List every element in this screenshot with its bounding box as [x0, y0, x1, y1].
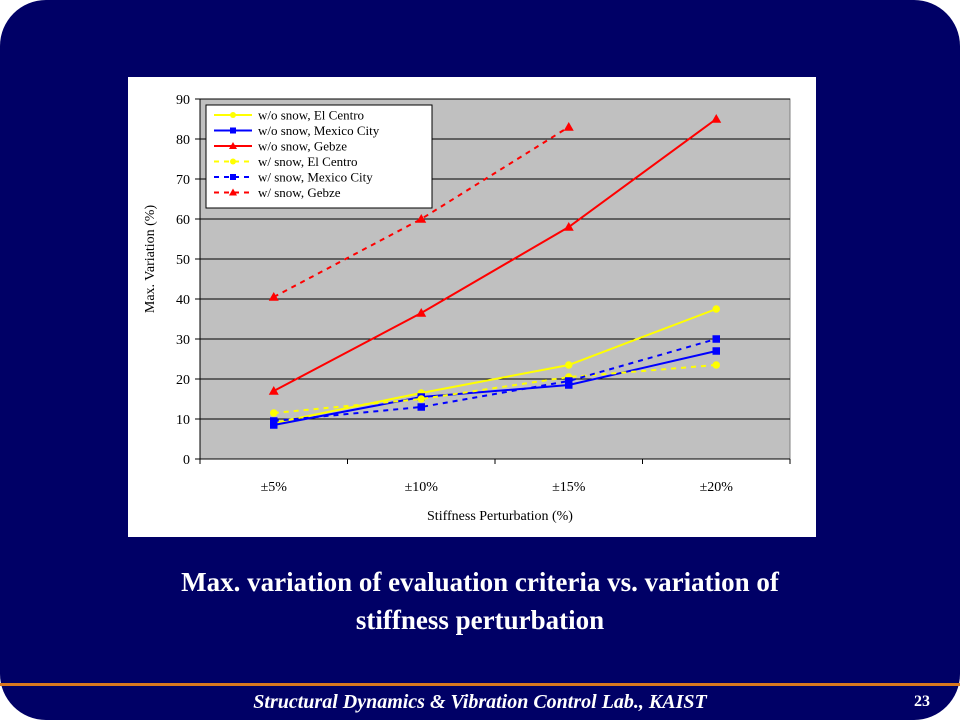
footer-lab-name: Structural Dynamics & Vibration Control …: [253, 691, 707, 713]
data-point: [417, 403, 425, 411]
x-tick-label: ±10%: [405, 480, 439, 495]
y-tick-label: 0: [183, 453, 190, 468]
series-line: [273, 364, 717, 414]
legend-swatch-marker: [229, 188, 237, 196]
series-line: [273, 118, 717, 392]
y-tick-label: 80: [176, 133, 190, 148]
x-tick-label: ±15%: [552, 480, 586, 495]
data-point: [417, 395, 425, 403]
data-point: [270, 417, 278, 425]
legend-item: w/o snow, El Centro: [214, 108, 364, 123]
data-point: [268, 292, 279, 301]
page-number: 23: [914, 693, 930, 710]
caption-line-2: stiffness perturbation: [355, 605, 605, 635]
legend-swatch-marker: [230, 158, 236, 165]
data-point: [268, 386, 279, 395]
legend-box: [205, 104, 433, 209]
slide-caption: Max. variation of evaluation criteria vs…: [80, 563, 880, 639]
legend-label: w/ snow, El Centro: [258, 154, 358, 169]
data-point: [565, 381, 573, 389]
data-point: [711, 114, 722, 123]
data-point: [270, 421, 278, 429]
y-tick-label: 10: [176, 413, 190, 428]
series-2: [268, 114, 722, 395]
legend-label: w/ snow, Mexico City: [258, 170, 373, 185]
series-line: [273, 338, 717, 422]
legend-swatch-marker: [230, 174, 236, 180]
y-tick-label: 20: [176, 373, 190, 388]
data-point: [712, 305, 720, 313]
series-line: [273, 308, 717, 424]
legend-swatch-marker: [230, 112, 236, 118]
legend-label: w/ snow, Gebze: [258, 185, 341, 200]
series-5: [268, 122, 574, 301]
caption-line-1: Max. variation of evaluation criteria vs…: [181, 567, 779, 597]
x-axis-title: Stiffness Perturbation (%): [427, 509, 573, 524]
data-point: [712, 335, 720, 343]
x-tick-label: ±20%: [700, 480, 734, 495]
legend-swatch-marker: [229, 142, 237, 149]
legend-item: w/ snow, Gebze: [214, 185, 341, 200]
series-4: [270, 335, 720, 425]
y-tick-label: 70: [176, 173, 190, 188]
y-tick-label: 50: [176, 253, 190, 268]
series-line: [273, 126, 570, 298]
legend-label: w/o snow, El Centro: [258, 108, 364, 123]
y-tick-label: 40: [176, 293, 190, 308]
legend-item: w/ snow, El Centro: [214, 154, 358, 169]
data-point: [563, 222, 574, 231]
series-line: [273, 350, 717, 426]
data-point: [565, 361, 573, 369]
legend-swatch-marker: [230, 127, 236, 134]
data-point: [712, 347, 720, 355]
data-point: [270, 409, 278, 417]
series-3: [270, 361, 720, 417]
legend-item: w/o snow, Mexico City: [214, 123, 380, 138]
data-point: [416, 214, 427, 223]
y-axis-title: Max. Variation (%): [143, 205, 158, 314]
data-point: [416, 308, 427, 317]
data-point: [712, 361, 720, 369]
y-tick-label: 90: [176, 93, 190, 108]
legend-item: w/o snow, Gebze: [214, 139, 347, 154]
y-tick-label: 60: [176, 213, 190, 228]
legend-item: w/ snow, Mexico City: [214, 170, 373, 185]
y-tick-label: 30: [176, 333, 190, 348]
data-point: [565, 377, 573, 385]
legend-label: w/o snow, Mexico City: [258, 123, 380, 138]
footer-divider: [0, 683, 960, 686]
data-point: [563, 122, 574, 131]
legend-label: w/o snow, Gebze: [258, 139, 347, 154]
line-chart: 0 10 20 30 40 50 60 70 80 90 ±5% ±10% ±15% ±20% w/o s…: [143, 93, 791, 524]
chart-panel: 0 10 20 30 40 50 60 70 80 90 ±5% ±10% ±15% ±20% w/o s…: [128, 77, 816, 537]
x-tick-label: ±5%: [261, 480, 288, 495]
